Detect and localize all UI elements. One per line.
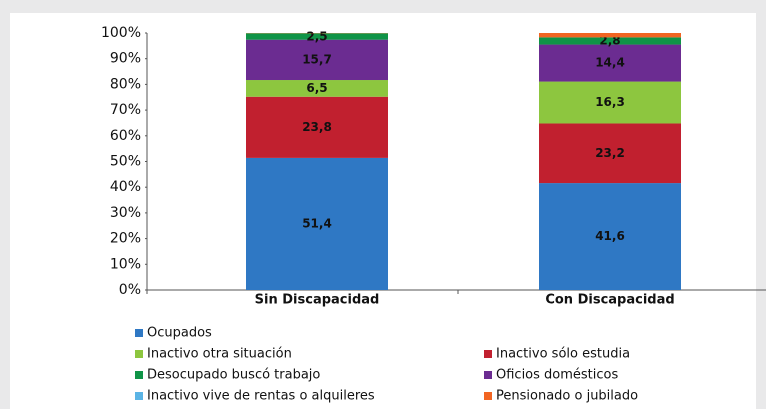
y-tick-label: 0% [119,282,141,298]
legend-label: Oficios domésticos [496,368,618,383]
bar-segment [246,157,388,290]
data-label: 41,6 [595,229,625,243]
legend-label: Inactivo otra situación [147,347,292,362]
data-label: 23,2 [595,146,625,160]
data-label: 2,5 [306,30,327,44]
legend-label: Pensionado o jubilado [496,389,638,404]
y-tick-label: 100% [101,25,141,41]
legend-label: Inactivo sólo estudia [496,347,630,362]
bar-segment [246,80,388,97]
data-label: 51,4 [302,216,332,230]
y-tick-label: 40% [110,179,141,195]
data-label: 15,7 [302,52,332,66]
y-tick-label: 30% [110,205,141,221]
bar-segment [246,39,388,81]
bar-segment [539,123,681,184]
x-tick-label: Con Discapacidad [545,293,674,308]
x-tick-label: Sin Discapacidad [255,293,380,308]
data-label: 23,8 [302,120,332,134]
legend-swatch [135,371,143,379]
bar-segment [539,37,681,45]
legend-label: Ocupados [147,326,212,341]
bar-segment [539,33,681,38]
bar-segment [539,44,681,82]
bar-segment [246,33,388,40]
data-label: 16,3 [595,95,625,109]
y-tick-label: 70% [110,102,141,118]
y-tick-label: 80% [110,76,141,92]
bar-segment [246,96,388,158]
data-label: 6,5 [306,81,327,95]
legend-swatch [135,392,143,400]
legend-swatch [484,350,492,358]
legend-swatch [135,329,143,337]
legend-swatch [484,392,492,400]
y-tick-label: 50% [110,154,141,170]
y-tick-label: 60% [110,128,141,144]
legend-swatch [135,350,143,358]
y-tick-label: 90% [110,51,141,67]
bar-segment [539,81,681,124]
legend-label: Desocupado buscó trabajo [147,368,320,383]
bar-segment [539,183,681,290]
y-tick-label: 20% [110,231,141,247]
legend-swatch [484,371,492,379]
legend-label: Inactivo vive de rentas o alquileres [147,389,375,404]
data-label: 14,4 [595,56,625,70]
y-tick-label: 10% [110,256,141,272]
